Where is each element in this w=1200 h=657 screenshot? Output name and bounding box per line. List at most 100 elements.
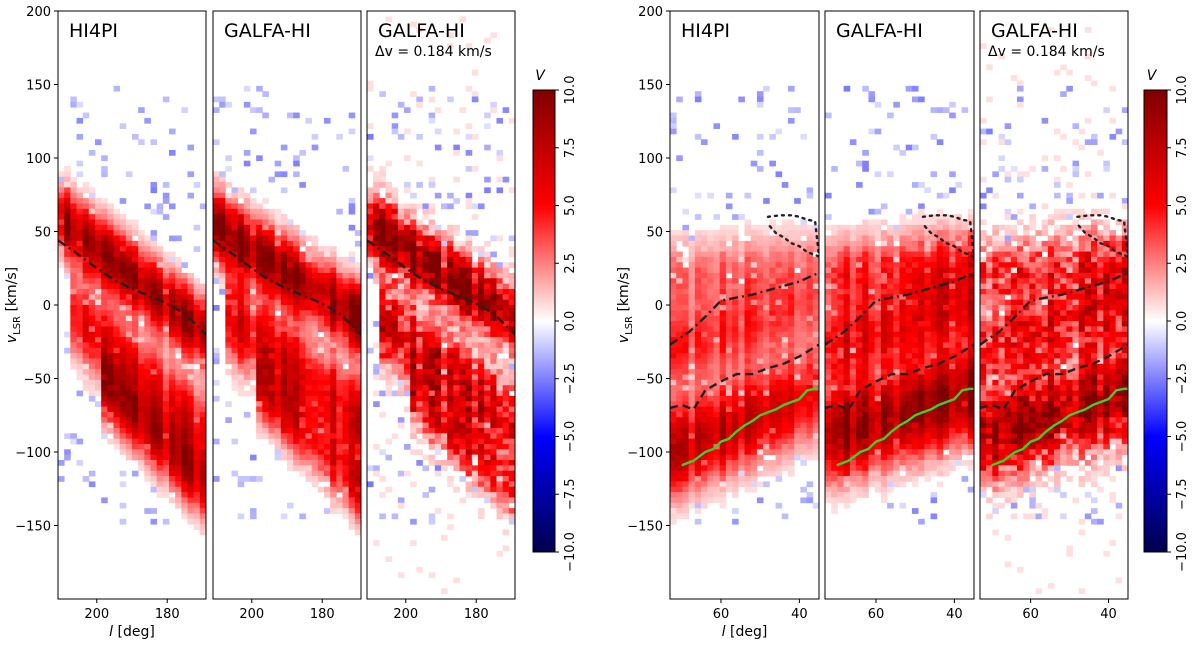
heatmap-cell <box>379 230 386 236</box>
heatmap-cell <box>769 449 776 456</box>
heatmap-cell <box>274 267 282 274</box>
heatmap-cell <box>324 390 331 397</box>
heatmap-cell <box>125 374 133 381</box>
heatmap-cell <box>849 406 857 413</box>
heatmap-cell <box>175 272 182 279</box>
heatmap-cell <box>707 369 714 375</box>
heatmap-cell <box>441 353 448 359</box>
heatmap-cell <box>484 385 491 391</box>
heatmap-cell <box>354 395 361 402</box>
heatmap-cell <box>348 427 356 434</box>
heatmap-cell <box>132 417 139 423</box>
heatmap-cell <box>428 235 436 242</box>
heatmap-cell <box>837 449 845 456</box>
heatmap-cell <box>694 443 702 450</box>
heatmap-cell <box>162 390 170 397</box>
heatmap-cell <box>262 214 269 220</box>
heatmap-cell <box>750 326 758 333</box>
heatmap-cell <box>707 288 714 295</box>
heatmap-cell <box>250 224 257 231</box>
heatmap-cell <box>169 288 176 295</box>
heatmap-cell <box>410 278 417 285</box>
heatmap-cell <box>354 374 361 381</box>
heatmap-cell <box>404 470 411 477</box>
heatmap-cell <box>193 305 201 311</box>
heatmap-cell <box>428 85 436 92</box>
heatmap-cell <box>750 460 758 466</box>
heatmap-cell <box>843 294 851 301</box>
heatmap-cell <box>187 283 195 290</box>
heatmap-cell <box>113 374 121 381</box>
heatmap-cell <box>237 358 245 365</box>
heatmap-cell <box>317 305 325 311</box>
heatmap-cell <box>447 411 454 418</box>
heatmap-cell <box>150 411 158 418</box>
heatmap-cell <box>107 283 114 290</box>
heatmap-cell <box>732 331 739 338</box>
heatmap-cell <box>725 427 733 434</box>
heatmap-cell <box>199 449 206 456</box>
heatmap-cell <box>119 219 127 226</box>
heatmap-cell <box>64 449 71 456</box>
heatmap-cell <box>107 347 114 354</box>
heatmap-cell <box>825 385 832 391</box>
heatmap-cell <box>490 497 497 504</box>
heatmap-cell <box>713 379 721 386</box>
heatmap-cell <box>385 235 393 242</box>
heatmap-cell <box>280 353 288 359</box>
heatmap-cell <box>837 272 845 279</box>
heatmap-cell <box>287 417 294 423</box>
heatmap-cell <box>391 187 399 194</box>
heatmap-cell <box>125 417 133 423</box>
heatmap-cell <box>138 272 145 279</box>
heatmap-cell <box>243 321 251 327</box>
heatmap-cell <box>348 470 356 477</box>
heatmap-cell <box>682 497 690 504</box>
heatmap-cell <box>250 321 257 327</box>
y-tick-label: 200 <box>638 5 663 20</box>
heatmap-cell <box>410 540 417 546</box>
heatmap-cell <box>132 230 139 236</box>
heatmap-cell <box>837 465 845 472</box>
heatmap-cell <box>732 411 739 418</box>
heatmap-cell <box>125 267 133 274</box>
heatmap-cell <box>336 342 343 349</box>
heatmap-cell <box>490 299 497 306</box>
heatmap-cell <box>101 171 108 178</box>
heatmap-cell <box>391 513 399 520</box>
heatmap-cell <box>391 283 399 290</box>
heatmap-cell <box>502 486 510 493</box>
heatmap-cell <box>256 272 263 279</box>
heatmap-cell <box>682 315 690 322</box>
heatmap-cell <box>416 224 423 231</box>
heatmap-cell <box>843 363 851 370</box>
heatmap-cell <box>410 427 417 434</box>
heatmap-cell <box>825 256 832 263</box>
heatmap-cell <box>713 262 721 268</box>
heatmap-cell <box>311 133 319 140</box>
heatmap-cell <box>305 385 313 391</box>
heatmap-cell <box>682 235 690 242</box>
heatmap-cell <box>88 203 96 210</box>
x-tick-label: 40 <box>791 607 808 622</box>
heatmap-cell <box>416 422 423 429</box>
heatmap-cell <box>453 337 460 343</box>
heatmap-cell <box>287 385 294 391</box>
heatmap-cell <box>806 230 814 236</box>
heatmap-cell <box>305 283 313 290</box>
heatmap-cell <box>750 401 758 407</box>
heatmap-cell <box>348 374 356 381</box>
heatmap-cell <box>280 422 288 429</box>
heatmap-cell <box>496 363 504 370</box>
heatmap-cell <box>156 246 164 252</box>
heatmap-cell <box>367 166 374 172</box>
heatmap-cell <box>342 385 350 391</box>
heatmap-cell <box>682 443 690 450</box>
heatmap-cell <box>125 288 133 295</box>
heatmap-cell <box>150 272 158 279</box>
heatmap-cell <box>843 438 851 445</box>
heatmap-cell <box>763 395 770 402</box>
heatmap-cell <box>397 321 405 327</box>
heatmap-cell <box>250 262 257 268</box>
heatmap-cell <box>138 342 145 349</box>
